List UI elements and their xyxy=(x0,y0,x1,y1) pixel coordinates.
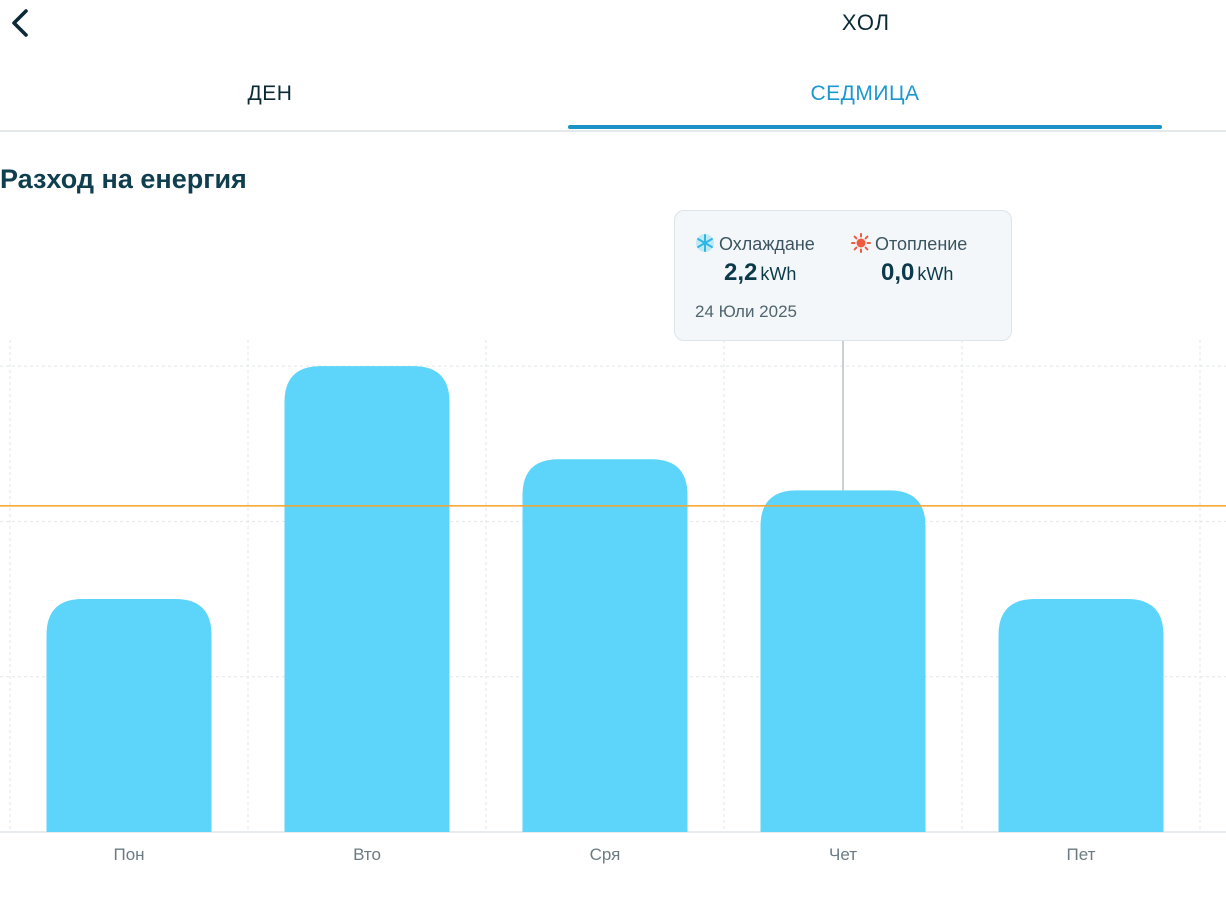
cooling-value-unit: kWh xyxy=(760,264,797,284)
x-tick-label: Сря xyxy=(590,845,621,864)
chart-bars xyxy=(0,341,1226,832)
x-tick-label: Пон xyxy=(113,845,144,864)
active-tab-indicator xyxy=(568,125,1162,129)
sun-icon xyxy=(851,233,871,253)
heating-value: 0,0 kWh xyxy=(881,259,953,287)
heating-legend: Отопление xyxy=(851,233,967,255)
x-tick-label: Пет xyxy=(1067,845,1096,864)
x-tick-label: Вто xyxy=(353,845,381,864)
cooling-value-number: 2,2 xyxy=(724,259,758,286)
value-tooltip: Охлаждане Отопление 2,2 kWh 0,0 kWh 24 Юли… xyxy=(674,210,1012,341)
chart-x-labels: Пон Вто Сря Чет Пет xyxy=(113,845,1095,864)
heating-value-number: 0,0 xyxy=(881,259,915,286)
x-tick-label: Чет xyxy=(829,845,857,864)
chart-bar xyxy=(998,599,1164,832)
chart-bar xyxy=(522,459,688,832)
cooling-legend: Охлаждане xyxy=(695,233,815,255)
cooling-label: Охлаждане xyxy=(719,234,815,254)
section-title: Разход на енергия xyxy=(0,164,247,194)
chart-bar xyxy=(284,366,450,832)
energy-bar-chart: Пон Вто Сря Чет Пет xyxy=(0,340,1226,864)
chevron-left-icon xyxy=(12,9,28,37)
header-bar: ХОЛ xyxy=(0,0,1226,50)
heating-value-unit: kWh xyxy=(917,264,954,284)
heating-label: Отопление xyxy=(875,234,968,254)
tab-day[interactable]: ДЕН xyxy=(247,82,293,105)
period-tabs: ДЕН СЕДМИЦА xyxy=(0,70,1226,132)
chart-bar xyxy=(46,599,212,832)
back-button[interactable] xyxy=(4,6,38,40)
cooling-value: 2,2 kWh xyxy=(724,259,796,287)
tooltip-date: 24 Юли 2025 xyxy=(695,302,797,321)
page-title: ХОЛ xyxy=(841,10,891,35)
tab-week[interactable]: СЕДМИЦА xyxy=(810,82,920,105)
snowflake-icon xyxy=(696,234,714,252)
chart-bar xyxy=(760,490,926,832)
